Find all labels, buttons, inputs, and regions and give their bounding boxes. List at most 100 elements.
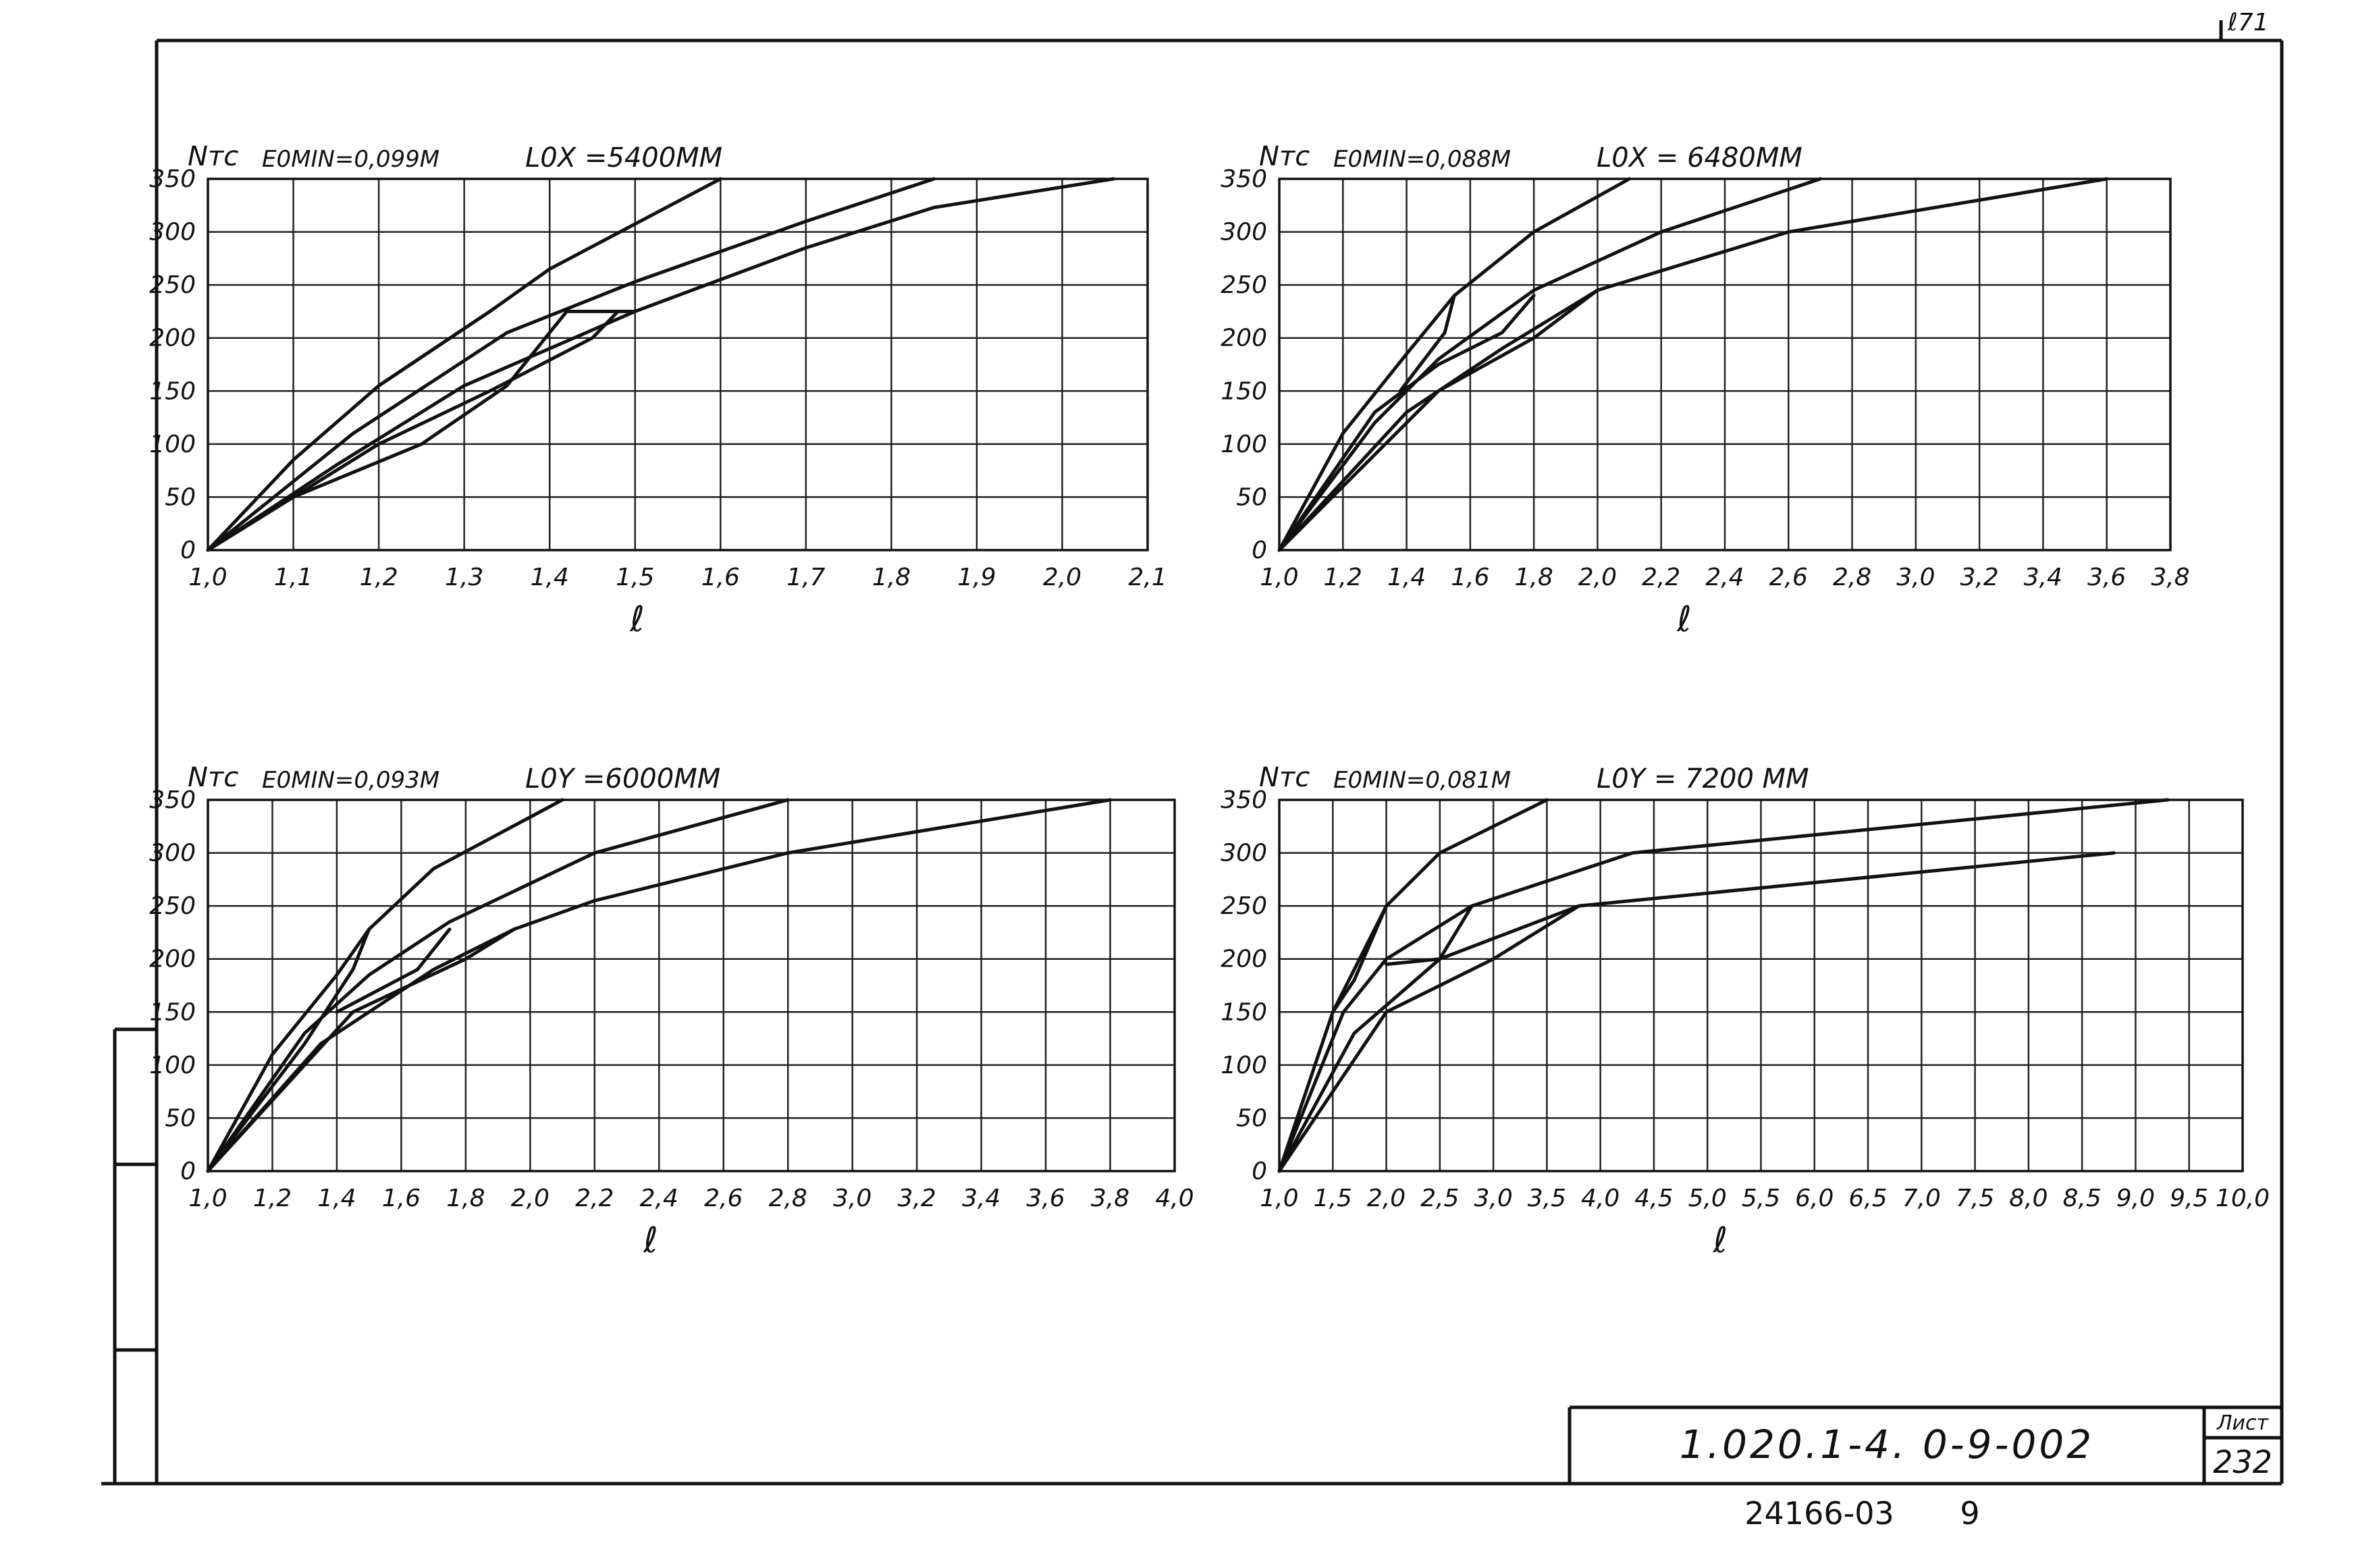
y-tick-label: 150 xyxy=(149,377,196,405)
archive-suffix: 9 xyxy=(1960,1495,1979,1532)
x-tick-label: 3,0 xyxy=(833,1185,872,1212)
series-curve-2 xyxy=(206,798,790,1173)
y-tick-label: 100 xyxy=(1221,1052,1267,1079)
y-tick-label: 0 xyxy=(180,537,196,564)
x-tick-label: 3,6 xyxy=(2087,564,2126,591)
chart-title-emin: E0MIN=0,099M xyxy=(262,146,439,173)
x-tick-label: 1,0 xyxy=(1260,564,1298,591)
y-tick-label: 300 xyxy=(1221,219,1267,246)
x-tick-label: 3,8 xyxy=(2151,564,2189,591)
series-curve-3 xyxy=(1277,177,2109,552)
x-tick-label: 1,4 xyxy=(317,1185,356,1212)
x-tick-label: 2,0 xyxy=(511,1185,550,1212)
x-tick-label: 1,0 xyxy=(1260,1185,1298,1212)
x-tick-label: 1,8 xyxy=(872,564,911,591)
x-tick-label: 5,0 xyxy=(1688,1185,1727,1212)
y-tick-label: 250 xyxy=(1221,271,1267,299)
chart-title-length: L0X = 6480MM xyxy=(1597,142,1802,173)
series-curve-1 xyxy=(1277,177,1632,552)
x-tick-label: 3,0 xyxy=(1896,564,1935,591)
chart-title-emin: E0MIN=0,088M xyxy=(1333,146,1511,173)
series-curve-5 xyxy=(335,927,452,1014)
x-tick-label: 1,7 xyxy=(786,564,825,591)
x-tick-label: 1,5 xyxy=(1314,1185,1352,1212)
y-tick-label: 200 xyxy=(149,325,196,352)
x-tick-label: 2,8 xyxy=(769,1185,807,1212)
y-axis-label: Nтс xyxy=(1259,762,1310,793)
sheet-label: Лист xyxy=(2216,1411,2270,1435)
x-tick-label: 2,4 xyxy=(640,1185,678,1212)
x-tick-label: 1,4 xyxy=(1387,564,1426,591)
x-tick-label: 2,2 xyxy=(575,1185,614,1212)
x-tick-label: 1,6 xyxy=(1451,564,1489,591)
series-curve-6 xyxy=(1385,904,1474,967)
y-tick-label: 300 xyxy=(149,840,196,867)
y-tick-label: 50 xyxy=(1236,483,1267,511)
y-tick-label: 350 xyxy=(1221,165,1267,193)
sheet-frame xyxy=(101,20,2284,1486)
y-tick-label: 200 xyxy=(149,946,196,973)
y-tick-label: 100 xyxy=(149,431,196,458)
archive-number: 24166-03 xyxy=(1744,1495,1894,1532)
chart-loy-7200: 1,0 1,5 2,0 2,5 3,0 3,5 4,0 4,5 5,0 5,5 6,0 6,5 7,0 7… xyxy=(1221,762,2270,1261)
series-curve-6 xyxy=(1277,288,1599,552)
x-tick-label: 1,2 xyxy=(359,564,398,591)
plot-area-frame xyxy=(1278,799,2244,1172)
series-curve-3 xyxy=(206,177,1115,552)
y-tick-label: 150 xyxy=(1221,998,1267,1026)
x-tick-label: 1,1 xyxy=(274,564,313,591)
x-tick-label: 2,2 xyxy=(1642,564,1680,591)
y-tick-label: 150 xyxy=(149,998,196,1026)
x-tick-label: 2,0 xyxy=(1043,564,1081,591)
x-axis-label: ℓ xyxy=(643,1220,658,1261)
series-curve-6 xyxy=(206,927,516,1173)
x-tick-label: 1,8 xyxy=(1515,564,1553,591)
y-tick-label: 250 xyxy=(149,892,196,920)
y-axis-label: Nтс xyxy=(188,762,238,793)
x-tick-label: 8,0 xyxy=(2009,1185,2048,1212)
x-tick-label: 1,2 xyxy=(1324,564,1362,591)
plot-area-frame xyxy=(207,799,1176,1172)
plot-area-frame xyxy=(207,178,1149,551)
x-tick-label: 9,0 xyxy=(2116,1185,2155,1212)
y-tick-label: 200 xyxy=(1221,325,1267,352)
x-tick-label: 3,6 xyxy=(1026,1185,1065,1212)
x-axis-label: ℓ xyxy=(1713,1220,1728,1261)
x-tick-label: 3,2 xyxy=(1960,564,1999,591)
x-tick-label: 3,2 xyxy=(898,1185,936,1212)
stamp-code: 1.020.1-4. 0-9-002 xyxy=(1680,1422,2094,1467)
x-tick-label: 2,8 xyxy=(1833,564,1871,591)
x-tick-label: 2,6 xyxy=(704,1185,743,1212)
series-curve-2 xyxy=(1277,177,1822,552)
x-tick-label: 8,5 xyxy=(2063,1185,2102,1212)
y-tick-label: 0 xyxy=(1252,1158,1267,1185)
x-tick-label: 1,0 xyxy=(188,564,227,591)
series-curve-6 xyxy=(377,309,492,387)
x-tick-label: 10,0 xyxy=(2216,1185,2270,1212)
x-axis-label: ℓ xyxy=(1676,599,1691,640)
x-tick-label: 1,4 xyxy=(531,564,569,591)
series-curve-1 xyxy=(1277,798,1549,1173)
y-tick-label: 100 xyxy=(149,1052,196,1079)
series-curve-4 xyxy=(1277,904,1581,1173)
series-curve-5 xyxy=(1331,904,1389,1014)
y-tick-label: 50 xyxy=(1236,1104,1267,1132)
y-tick-label: 250 xyxy=(1221,892,1267,920)
x-tick-label: 2,4 xyxy=(1705,564,1744,591)
x-tick-label: 3,8 xyxy=(1091,1185,1129,1212)
x-tick-label: 3,5 xyxy=(1528,1185,1566,1212)
corner-mark: ℓ71 xyxy=(2227,9,2269,36)
x-tick-label: 6,5 xyxy=(1848,1185,1887,1212)
y-tick-label: 300 xyxy=(1221,840,1267,867)
sheet-number: 232 xyxy=(2213,1444,2272,1480)
x-tick-label: 2,0 xyxy=(1578,564,1617,591)
series-curve-4 xyxy=(206,927,371,1173)
x-tick-label: 5,5 xyxy=(1742,1185,1780,1212)
x-tick-label: 1,2 xyxy=(253,1185,292,1212)
y-tick-label: 350 xyxy=(149,786,196,814)
y-tick-label: 250 xyxy=(149,271,196,299)
x-tick-label: 3,0 xyxy=(1474,1185,1512,1212)
chart-title-length: L0X =5400MM xyxy=(525,142,722,173)
x-tick-label: 3,4 xyxy=(2024,564,2062,591)
